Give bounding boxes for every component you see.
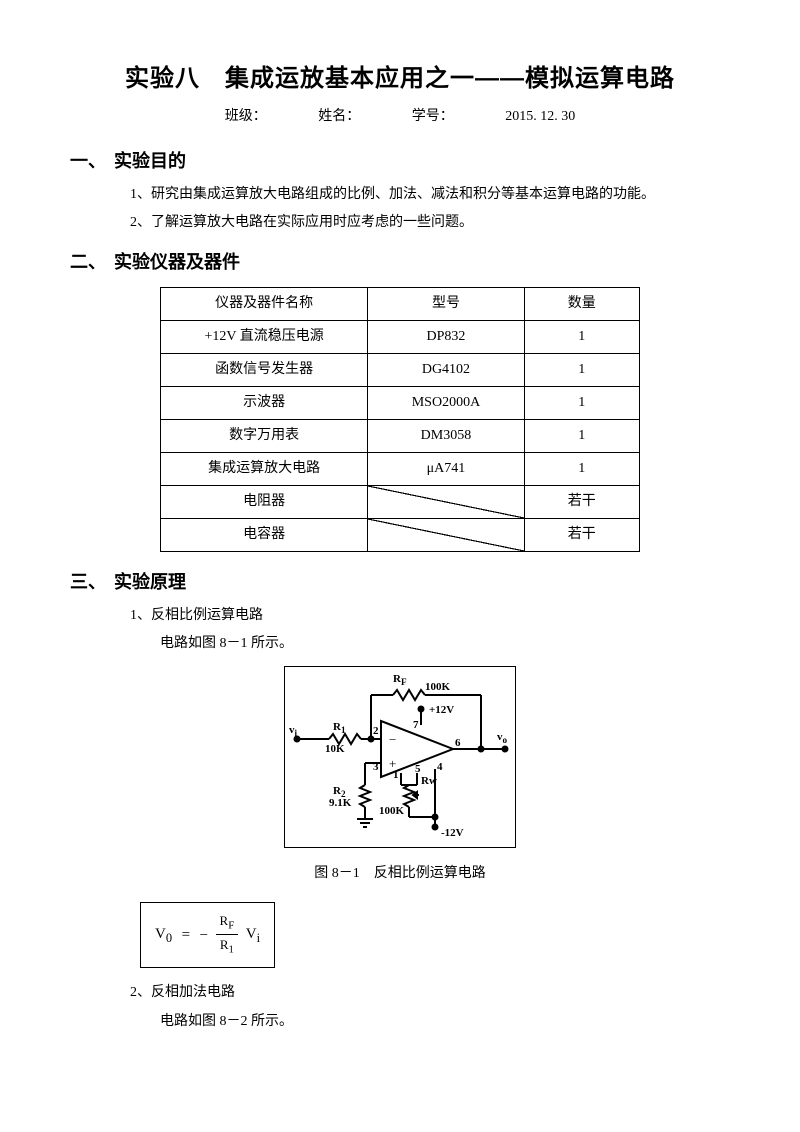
- class-label: 班级：: [225, 106, 267, 128]
- table-row: 电阻器 若干: [161, 486, 640, 519]
- name-label: 姓名：: [318, 106, 360, 128]
- info-row: 班级： 姓名： 学号： 2015. 12. 30: [70, 106, 730, 128]
- pin2: 2: [373, 723, 379, 741]
- pin4: 4: [437, 759, 443, 777]
- cell-name: +12V 直流稳压电源: [161, 321, 368, 354]
- table-row: 集成运算放大电路μA7411: [161, 453, 640, 486]
- pin7: 7: [413, 717, 419, 735]
- date: 2015. 12. 30: [505, 106, 575, 128]
- cell-model-slash: [368, 486, 524, 519]
- table-row: +12V 直流稳压电源DP8321: [161, 321, 640, 354]
- pin6: 6: [455, 735, 461, 753]
- cell-name: 函数信号发生器: [161, 354, 368, 387]
- figure-caption: 图 8－1 反相比例运算电路: [70, 863, 730, 885]
- vpos-label: +12V: [429, 702, 454, 720]
- cell-model: DM3058: [368, 420, 524, 453]
- table-row: 数字万用表DM30581: [161, 420, 640, 453]
- formula-box: V0 = − RF R1 Vi: [140, 902, 275, 969]
- pin3: 3: [373, 759, 379, 777]
- table-row: 示波器MSO2000A1: [161, 387, 640, 420]
- equipment-table: 仪器及器件名称 型号 数量 +12V 直流稳压电源DP8321 函数信号发生器D…: [160, 287, 640, 552]
- cell-name: 示波器: [161, 387, 368, 420]
- formula-frac: RF R1: [216, 911, 239, 960]
- r2-val: 9.1K: [329, 795, 351, 813]
- cell-model: DG4102: [368, 354, 524, 387]
- section-1-num: 一、: [70, 147, 114, 176]
- rf-val: 100K: [425, 679, 450, 697]
- rf-label: RF: [393, 671, 407, 690]
- cell-model: DP832: [368, 321, 524, 354]
- cell-name: 数字万用表: [161, 420, 368, 453]
- vo-label: vo: [497, 729, 507, 748]
- cell-name: 电容器: [161, 519, 368, 552]
- r1-val: 10K: [325, 741, 345, 759]
- table-row: 电容器 若干: [161, 519, 640, 552]
- figure-8-1: − +: [70, 666, 730, 855]
- section-3-head: 三、实验原理: [70, 568, 730, 597]
- section-3-num: 三、: [70, 568, 114, 597]
- section-1-title: 实验目的: [114, 151, 186, 171]
- section-1-head: 一、实验目的: [70, 147, 730, 176]
- formula-rhs: Vi: [246, 926, 260, 942]
- th-name: 仪器及器件名称: [161, 288, 368, 321]
- cell-name: 电阻器: [161, 486, 368, 519]
- title: 实验八 集成运放基本应用之一——模拟运算电路: [70, 60, 730, 98]
- cell-qty: 若干: [524, 519, 639, 552]
- formula-neg: −: [200, 927, 208, 943]
- formula-eq: =: [182, 927, 190, 943]
- rw-val: 100K: [379, 803, 404, 821]
- id-label: 学号：: [412, 106, 454, 128]
- formula-lhs: V0: [155, 926, 172, 942]
- rw-label: Rw: [421, 773, 437, 791]
- pin1: 1: [393, 767, 399, 785]
- cell-qty: 1: [524, 453, 639, 486]
- table-row: 函数信号发生器DG41021: [161, 354, 640, 387]
- th-qty: 数量: [524, 288, 639, 321]
- cell-model: μA741: [368, 453, 524, 486]
- r1-label: R1: [333, 719, 346, 738]
- cell-model-slash: [368, 519, 524, 552]
- s3-p1-title: 1、反相比例运算电路: [130, 605, 730, 627]
- s1-item-1: 1、研究由集成运算放大电路组成的比例、加法、减法和积分等基本运算电路的功能。: [130, 184, 730, 206]
- cell-qty: 若干: [524, 486, 639, 519]
- section-2-num: 二、: [70, 248, 114, 277]
- cell-qty: 1: [524, 387, 639, 420]
- cell-name: 集成运算放大电路: [161, 453, 368, 486]
- vi-label: vi: [289, 722, 297, 741]
- table-header-row: 仪器及器件名称 型号 数量: [161, 288, 640, 321]
- vneg-label: -12V: [441, 825, 464, 843]
- cell-qty: 1: [524, 321, 639, 354]
- s3-p2-line: 电路如图 8－2 所示。: [160, 1011, 730, 1033]
- section-2-title: 实验仪器及器件: [114, 252, 240, 272]
- s1-item-2: 2、了解运算放大电路在实际应用时应考虑的一些问题。: [130, 212, 730, 234]
- pin5: 5: [415, 761, 421, 779]
- s3-p1-line: 电路如图 8－1 所示。: [160, 633, 730, 655]
- section-2-head: 二、实验仪器及器件: [70, 248, 730, 277]
- section-3-title: 实验原理: [114, 572, 186, 592]
- svg-text:−: −: [389, 732, 396, 747]
- circuit-diagram: − +: [284, 666, 516, 848]
- cell-model: MSO2000A: [368, 387, 524, 420]
- cell-qty: 1: [524, 354, 639, 387]
- s3-p2-title: 2、反相加法电路: [130, 982, 730, 1004]
- th-model: 型号: [368, 288, 524, 321]
- cell-qty: 1: [524, 420, 639, 453]
